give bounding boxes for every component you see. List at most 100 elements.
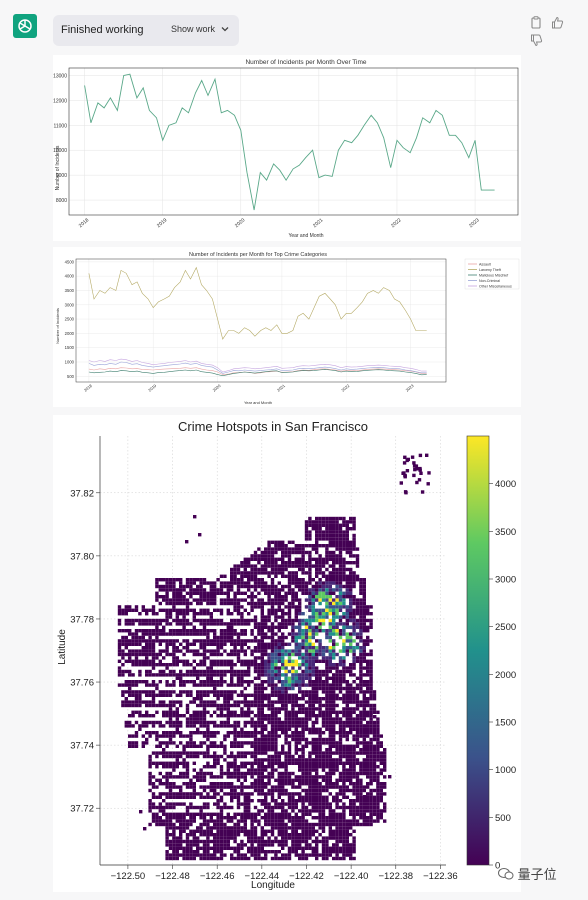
heatmap-cell bbox=[294, 669, 298, 674]
heatmap-cell bbox=[185, 717, 190, 721]
heatmap-cell bbox=[335, 523, 339, 527]
heatmap-cell bbox=[240, 639, 244, 643]
heatmap-cell bbox=[335, 812, 339, 816]
heatmap-cell bbox=[338, 833, 343, 837]
heatmap-cell bbox=[189, 588, 193, 592]
heatmap-cell bbox=[213, 758, 217, 762]
heatmap-cell bbox=[196, 778, 200, 782]
chevron-down-icon[interactable] bbox=[219, 23, 231, 35]
heatmap-cell bbox=[260, 748, 264, 752]
heatmap-cell bbox=[260, 656, 264, 660]
heatmap-cell bbox=[325, 751, 329, 755]
heatmap-cell bbox=[230, 819, 234, 823]
heatmap-cell bbox=[321, 853, 326, 857]
heatmap-cell bbox=[345, 717, 349, 721]
heatmap-cell bbox=[213, 622, 217, 626]
heatmap-cell bbox=[355, 822, 360, 827]
thumbs-down-icon[interactable] bbox=[530, 34, 543, 47]
heatmap-cell bbox=[274, 561, 278, 565]
heatmap-cell bbox=[277, 673, 281, 677]
heatmap-cell bbox=[233, 581, 237, 585]
heatmap-cell bbox=[148, 622, 152, 626]
heatmap-cell bbox=[209, 812, 213, 816]
thumbs-up-icon[interactable] bbox=[551, 16, 564, 29]
heatmap-cell bbox=[219, 785, 224, 789]
heatmap-cell bbox=[192, 581, 196, 585]
heatmap-cell bbox=[257, 771, 261, 776]
heatmap-cell bbox=[158, 588, 162, 592]
heatmap-cell bbox=[148, 673, 152, 677]
heatmap-cell bbox=[311, 520, 315, 524]
heatmap-cell bbox=[145, 622, 149, 626]
heatmap-cell bbox=[376, 775, 380, 779]
heatmap-cell bbox=[196, 673, 200, 677]
heatmap-cell bbox=[342, 748, 346, 752]
heatmap-cell bbox=[175, 578, 179, 582]
heatmap-cell bbox=[213, 802, 217, 806]
heatmap-cell bbox=[291, 564, 295, 568]
heatmap-cell bbox=[308, 652, 312, 657]
heatmap-cell bbox=[233, 649, 237, 653]
heatmap-cell bbox=[345, 533, 349, 538]
heatmap-cell bbox=[158, 816, 162, 820]
heatmap-cell bbox=[342, 768, 346, 772]
heatmap-cell bbox=[202, 683, 207, 687]
heatmap-cell bbox=[155, 703, 159, 708]
heatmap-cell bbox=[168, 700, 173, 704]
heatmap-cell bbox=[240, 659, 244, 663]
heatmap-cell bbox=[362, 625, 366, 629]
chart3-ytick-label: 37.78 bbox=[70, 614, 94, 625]
heatmap-cell bbox=[247, 622, 251, 626]
heatmap-cell bbox=[131, 700, 135, 704]
heatmap-cell bbox=[233, 744, 237, 748]
heatmap-cell bbox=[213, 673, 217, 677]
heatmap-cell bbox=[321, 775, 326, 779]
heatmap-cell bbox=[175, 812, 179, 816]
heatmap-cell bbox=[243, 686, 247, 691]
heatmap-cell bbox=[216, 642, 220, 646]
heatmap-cell bbox=[328, 751, 332, 755]
heatmap-cell bbox=[165, 734, 169, 738]
heatmap-cell bbox=[134, 703, 139, 708]
heatmap-cell bbox=[321, 673, 326, 677]
heatmap-cell bbox=[308, 567, 312, 572]
heatmap-cell bbox=[202, 751, 207, 755]
heatmap-cell bbox=[417, 478, 422, 482]
heatmap-cell bbox=[158, 809, 162, 813]
heatmap-cell bbox=[138, 618, 142, 623]
heatmap-cell bbox=[168, 853, 173, 857]
heatmap-cell bbox=[206, 748, 210, 752]
heatmap-cell bbox=[168, 632, 173, 636]
copy-icon[interactable] bbox=[530, 16, 542, 29]
heatmap-cell bbox=[230, 775, 234, 779]
heatmap-cell bbox=[287, 683, 292, 687]
heatmap-cell bbox=[362, 758, 366, 762]
heatmap-cell bbox=[264, 768, 268, 772]
heatmap-cell bbox=[352, 608, 356, 612]
heatmap-cell bbox=[257, 581, 261, 585]
heatmap-cell bbox=[264, 802, 268, 806]
heatmap-cell bbox=[158, 703, 162, 708]
heatmap-cell bbox=[281, 792, 285, 796]
heatmap-cell bbox=[182, 795, 186, 799]
heatmap-cell bbox=[315, 557, 319, 561]
heatmap-cell bbox=[291, 697, 295, 701]
heatmap-cell bbox=[243, 792, 247, 796]
heatmap-cell bbox=[243, 734, 247, 738]
heatmap-cell bbox=[287, 799, 292, 803]
heatmap-cell bbox=[253, 731, 258, 735]
heatmap-cell bbox=[233, 754, 237, 759]
heatmap-cell bbox=[148, 799, 152, 803]
heatmap-cell bbox=[308, 622, 312, 626]
heatmap-cell bbox=[328, 666, 332, 670]
heatmap-cell bbox=[141, 663, 145, 667]
heatmap-cell bbox=[342, 775, 346, 779]
heatmap-cell bbox=[182, 758, 186, 762]
heatmap-cell bbox=[308, 666, 312, 670]
heatmap-cell bbox=[145, 710, 149, 714]
show-work-button[interactable]: Show work bbox=[171, 24, 216, 34]
heatmap-cell bbox=[325, 795, 329, 799]
heatmap-cell bbox=[182, 584, 186, 589]
heatmap-cell bbox=[233, 605, 237, 609]
heatmap-cell bbox=[318, 601, 322, 606]
